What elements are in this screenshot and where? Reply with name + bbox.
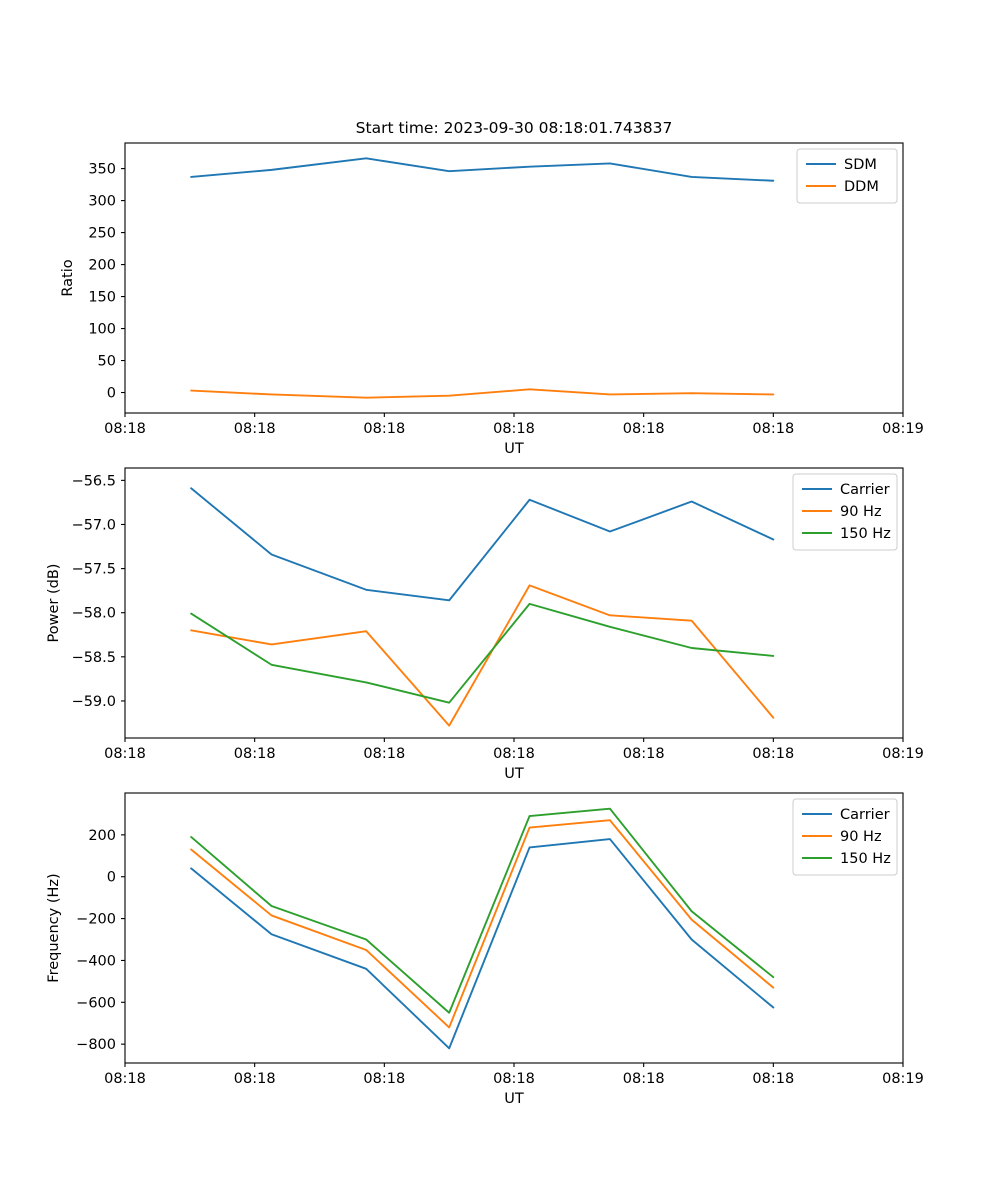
x-tick-label: 08:18 [752, 1071, 794, 1087]
y-tick-label: −600 [76, 995, 116, 1011]
legend-label-sdm: SDM [844, 157, 877, 173]
y-axis-label: Frequency (Hz) [46, 873, 62, 982]
y-tick-label: −400 [76, 953, 116, 969]
x-tick-label: 08:18 [104, 746, 146, 762]
ratio-panel: 08:18 08:18 08:18 08:18 08:18 08:18 08:19 UT 0 50… [60, 142, 924, 457]
x-axis-label: UT [504, 766, 524, 782]
x-tick-label: 08:19 [882, 421, 924, 437]
power-panel: 08:18 08:18 08:18 08:18 08:18 08:18 08:19 UT −56… [46, 467, 924, 782]
y-tick-label: 0 [107, 870, 116, 886]
legend: Carrier 90 Hz 150 Hz [792, 473, 898, 551]
axes-spines [124, 467, 904, 739]
y-tick-label: 250 [88, 226, 116, 242]
legend-label-90-hz: 90 Hz [840, 504, 882, 520]
y-axis-label: Ratio [60, 259, 76, 296]
data-line-carrier [190, 487, 775, 602]
x-tick-label: 08:18 [623, 421, 665, 437]
figure-title: Start time: 2023-09-30 08:18:01.743837 [356, 119, 673, 137]
legend-label-carrier: Carrier [840, 807, 890, 823]
x-tick-label: 08:19 [882, 746, 924, 762]
frequency-panel: 08:18 08:18 08:18 08:18 08:18 08:18 08:19 UT 200… [46, 792, 924, 1107]
data-line-90-hz [190, 819, 775, 1029]
x-tick-label: 08:18 [752, 746, 794, 762]
y-tick-label: 200 [88, 828, 116, 844]
x-tick-label: 08:18 [104, 1071, 146, 1087]
y-tick-label: 350 [88, 162, 116, 178]
legend: Carrier 90 Hz 150 Hz [792, 798, 898, 876]
x-tick-label: 08:18 [363, 1071, 405, 1087]
x-tick-label: 08:18 [234, 421, 276, 437]
x-tick-label: 08:18 [493, 746, 535, 762]
legend: SDM DDM [796, 148, 898, 204]
data-line-ddm [190, 388, 775, 399]
x-tick-label: 08:18 [234, 1071, 276, 1087]
data-line-sdm [190, 157, 775, 182]
y-tick-label: 100 [88, 322, 116, 338]
x-tick-label: 08:19 [882, 1071, 924, 1087]
data-line-90-hz [190, 584, 775, 727]
y-tick-label: −56.5 [72, 473, 116, 489]
y-tick-label: −59.0 [72, 694, 116, 710]
axes-spines [124, 142, 904, 414]
x-axis-label: UT [504, 441, 524, 457]
data-line-carrier [190, 838, 775, 1050]
x-tick-label: 08:18 [493, 421, 535, 437]
legend-label-150-hz: 150 Hz [840, 851, 891, 867]
y-tick-label: −58.0 [72, 606, 116, 622]
y-tick-label: −200 [76, 912, 116, 928]
legend-label-ddm: DDM [844, 179, 879, 195]
x-tick-label: 08:18 [363, 746, 405, 762]
x-tick-label: 08:18 [623, 746, 665, 762]
axes-spines [124, 792, 904, 1064]
y-tick-label: −57.5 [72, 562, 116, 578]
x-tick-label: 08:18 [752, 421, 794, 437]
x-tick-label: 08:18 [234, 746, 276, 762]
x-tick-label: 08:18 [363, 421, 405, 437]
y-tick-label: −58.5 [72, 650, 116, 666]
y-axis-label: Power (dB) [46, 564, 62, 643]
y-tick-label: 0 [107, 386, 116, 402]
y-tick-label: 150 [88, 290, 116, 306]
legend-frame [792, 473, 898, 551]
legend-frame [792, 798, 898, 876]
legend-label-carrier: Carrier [840, 482, 890, 498]
y-tick-label: 300 [88, 194, 116, 210]
y-tick-label: −800 [76, 1037, 116, 1053]
legend-label-90-hz: 90 Hz [840, 829, 882, 845]
x-tick-label: 08:18 [623, 1071, 665, 1087]
legend-label-150-hz: 150 Hz [840, 526, 891, 542]
x-tick-label: 08:18 [493, 1071, 535, 1087]
data-line-150-hz [190, 602, 775, 704]
legend-frame [796, 148, 898, 204]
y-tick-label: −57.0 [72, 517, 116, 533]
y-tick-label: 200 [88, 258, 116, 274]
x-tick-label: 08:18 [104, 421, 146, 437]
data-line-150-hz [190, 807, 775, 1014]
y-tick-label: 50 [98, 354, 116, 370]
x-axis-label: UT [504, 1091, 524, 1107]
